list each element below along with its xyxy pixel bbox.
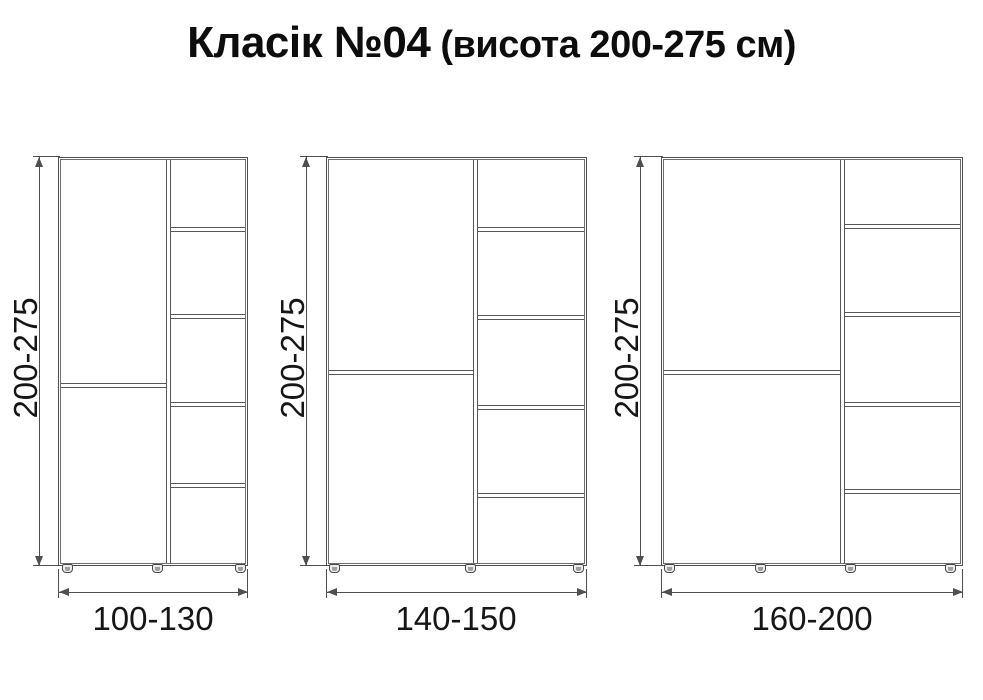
shelf-line bbox=[171, 402, 245, 407]
title-main: Класік №04 bbox=[187, 18, 431, 67]
width-dimension-line bbox=[326, 592, 587, 593]
shelf-line bbox=[845, 312, 960, 317]
cabinet-foot bbox=[945, 564, 956, 573]
width-extension-line bbox=[326, 569, 327, 598]
dimension-extension-tick bbox=[634, 156, 663, 157]
dimension-arrow-left bbox=[327, 588, 337, 596]
width-extension-line bbox=[247, 569, 248, 598]
cabinet-foot bbox=[664, 564, 675, 573]
width-dimension-line bbox=[58, 592, 248, 593]
dimension-arrow-right bbox=[577, 588, 587, 596]
shelf-line bbox=[478, 405, 584, 410]
height-dimension-label: 200-275 bbox=[608, 297, 645, 419]
height-dimension-line bbox=[306, 157, 307, 566]
width-extension-line bbox=[586, 569, 587, 598]
cabinet-foot bbox=[152, 564, 163, 573]
width-extension-line bbox=[962, 569, 963, 598]
shelf-line bbox=[845, 402, 960, 407]
shelf-line bbox=[171, 314, 245, 319]
height-dimension-line bbox=[39, 157, 40, 566]
dimension-arrow-down bbox=[35, 556, 43, 566]
dimension-arrow-right bbox=[238, 588, 248, 596]
cabinet-foot bbox=[62, 564, 73, 573]
carcass-inner-line bbox=[663, 159, 961, 564]
dimension-extension-tick bbox=[634, 565, 663, 566]
cabinet-foot bbox=[465, 564, 476, 573]
width-dimension-label: 160-200 bbox=[751, 600, 873, 637]
door-shelf-divider bbox=[664, 370, 840, 375]
center-divider bbox=[166, 160, 171, 563]
cabinet-drawing bbox=[58, 157, 248, 573]
dimension-extension-tick bbox=[300, 156, 328, 157]
carcass-inner-line bbox=[60, 159, 246, 564]
door-shelf-divider bbox=[329, 370, 473, 375]
carcass-inner-line bbox=[328, 159, 585, 564]
width-extension-line bbox=[661, 569, 662, 598]
dimension-extension-tick bbox=[300, 565, 328, 566]
dimension-arrow-up bbox=[35, 157, 43, 167]
dimension-arrow-down bbox=[302, 556, 310, 566]
cabinet-foot bbox=[755, 564, 766, 573]
shelf-line bbox=[171, 227, 245, 232]
cabinet-drawing bbox=[326, 157, 587, 573]
center-divider bbox=[473, 160, 478, 563]
shelf-line bbox=[478, 227, 584, 232]
cabinet-foot bbox=[573, 564, 584, 573]
page-title: Класік №04 (висота 200-275 см) bbox=[0, 18, 983, 68]
dimension-arrow-up bbox=[302, 157, 310, 167]
shelf-line bbox=[478, 493, 584, 498]
carcass-outline bbox=[58, 157, 248, 566]
width-dimension-line bbox=[661, 592, 963, 593]
shelf-line bbox=[478, 315, 584, 320]
cabinet-foot bbox=[845, 564, 856, 573]
dimension-arrow-right bbox=[953, 588, 963, 596]
dimension-extension-tick bbox=[33, 565, 60, 566]
shelf-line bbox=[171, 483, 245, 488]
dimension-arrow-up bbox=[636, 157, 644, 167]
dimension-arrow-left bbox=[662, 588, 672, 596]
width-dimension-label: 140-150 bbox=[395, 600, 517, 637]
height-dimension-line bbox=[640, 157, 641, 566]
width-dimension-label: 100-130 bbox=[92, 600, 214, 637]
dimension-extension-tick bbox=[33, 156, 60, 157]
cabinet-foot bbox=[329, 564, 340, 573]
cabinet-drawing bbox=[661, 157, 963, 573]
cabinet-foot bbox=[235, 564, 246, 573]
shelf-line bbox=[845, 224, 960, 229]
shelf-line bbox=[845, 489, 960, 494]
dimension-arrow-left bbox=[59, 588, 69, 596]
center-divider bbox=[840, 160, 845, 563]
height-dimension-label: 200-275 bbox=[7, 297, 44, 419]
dimension-arrow-down bbox=[636, 556, 644, 566]
height-dimension-label: 200-275 bbox=[274, 297, 311, 419]
width-extension-line bbox=[58, 569, 59, 598]
door-shelf-divider bbox=[61, 383, 166, 388]
title-suffix: (висота 200-275 см) bbox=[440, 24, 796, 66]
